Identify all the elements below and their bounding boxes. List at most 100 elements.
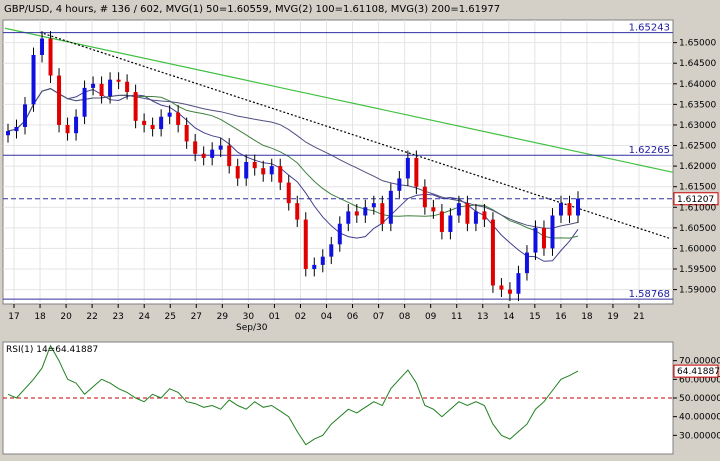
candle-up xyxy=(329,244,334,257)
candle-up xyxy=(320,256,325,265)
candle-down xyxy=(286,182,291,204)
candle-up xyxy=(397,178,402,191)
rsi-panel[interactable] xyxy=(2,341,674,455)
candle-down xyxy=(125,81,130,93)
mvg3-line xyxy=(7,88,579,229)
candle-down xyxy=(414,157,419,187)
x-tick-label: 24 xyxy=(138,312,150,322)
y-tick-label: 1.64500 xyxy=(679,59,716,69)
candle-up xyxy=(108,79,113,97)
y-tick-label: 1.65000 xyxy=(679,39,716,49)
candle-down xyxy=(490,219,495,286)
y-tick-label: 1.62500 xyxy=(679,142,716,152)
candle-up xyxy=(516,273,521,294)
y-tick-label: 1.59500 xyxy=(679,265,716,275)
candle-down xyxy=(235,166,240,179)
x-tick-label: 30 xyxy=(243,312,255,322)
candle-down xyxy=(116,79,121,82)
level-label: 1.65243 xyxy=(629,23,670,34)
mvg3-label: MVG(3) 200=1.61977 xyxy=(391,4,500,15)
candle-up xyxy=(456,203,461,216)
candle-down xyxy=(295,203,300,220)
candle-up xyxy=(40,38,45,55)
rsi-y-tick-label: 40.00000 xyxy=(679,413,720,423)
candle-down xyxy=(507,289,512,294)
x-tick-label: 19 xyxy=(607,312,619,322)
x-tick-label: 14 xyxy=(503,312,515,322)
candle-up xyxy=(31,54,36,105)
y-tick-label: 1.64000 xyxy=(679,80,716,90)
level-label: 1.58768 xyxy=(629,289,670,300)
main-price-panel[interactable] xyxy=(2,19,674,305)
candle-down xyxy=(499,285,504,290)
timeframe-label: 4 hours xyxy=(56,4,94,15)
candle-down xyxy=(99,83,104,97)
candle-up xyxy=(533,227,538,253)
candle-down xyxy=(142,120,147,125)
rsi-indicator: 70.00000 60.00000 50.00000 40.00000 30.00000… xyxy=(3,344,720,446)
rsi-current-box xyxy=(673,364,719,378)
rsi-y-tick-label: 70.00000 xyxy=(679,357,720,367)
candle-down xyxy=(201,153,206,158)
x-tick-label: 27 xyxy=(191,312,202,322)
candle-up xyxy=(210,149,215,158)
candle-down xyxy=(48,38,53,76)
y-tick-label: 1.59000 xyxy=(679,286,716,296)
y-tick-label: 1.63500 xyxy=(679,100,716,110)
candle-up xyxy=(269,166,274,175)
candle-down xyxy=(227,145,232,167)
mvg1-label: MVG(1) 50=1.60559 xyxy=(166,4,269,15)
candle-up xyxy=(346,211,351,224)
x-tick-label: 07 xyxy=(373,312,384,322)
candle-down xyxy=(439,211,444,232)
candle-up xyxy=(405,157,410,179)
rsi-y-tick-label: 30.00000 xyxy=(679,431,720,441)
candle-up xyxy=(244,162,249,179)
candle-down xyxy=(431,207,436,212)
x-tick-label: 15 xyxy=(529,312,540,322)
x-tick-label: 11 xyxy=(451,312,462,322)
x-tick-label: 08 xyxy=(399,312,411,322)
candles xyxy=(6,31,580,302)
x-tick-label: 29 xyxy=(217,312,229,322)
y-tick-label: 1.63000 xyxy=(679,121,716,131)
rsi-y-tick-label: 60.00000 xyxy=(679,375,720,385)
green-trend-line xyxy=(4,27,674,173)
horizontal-levels: 1.65243 1.62265 1.58768 1.61207 xyxy=(3,23,719,300)
x-tick-label: 23 xyxy=(112,312,123,322)
candle-up xyxy=(448,215,453,232)
trend-lines xyxy=(4,27,674,239)
y-tick-label: 1.62000 xyxy=(679,162,716,172)
candle-up xyxy=(371,203,376,208)
y-tick-label: 1.60000 xyxy=(679,244,716,254)
candle-up xyxy=(23,104,28,128)
candle-up xyxy=(14,127,19,132)
x-tick-label: 18 xyxy=(34,312,46,322)
price-axis: 1.65000 1.64500 1.64000 1.63500 1.63000 1.625… xyxy=(673,39,716,296)
y-tick-label: 1.61000 xyxy=(679,203,716,213)
candle-up xyxy=(576,198,580,216)
candle-up xyxy=(218,145,223,150)
candle-up xyxy=(550,215,555,249)
candle-down xyxy=(193,141,198,154)
x-tick-label: 21 xyxy=(633,312,644,322)
candle-down xyxy=(150,124,155,130)
y-tick-label: 1.61500 xyxy=(679,183,716,193)
candle-down xyxy=(567,203,572,216)
candle-down xyxy=(422,186,427,208)
candle-down xyxy=(303,219,308,270)
mvg2-label: MVG(2) 100=1.61108 xyxy=(275,4,384,15)
candle-up xyxy=(82,87,87,117)
candle-down xyxy=(380,203,385,224)
candle-down xyxy=(176,112,181,125)
x-tick-label: 17 xyxy=(8,312,19,322)
x-tick-label: 04 xyxy=(321,312,333,322)
candle-up xyxy=(6,131,10,136)
candle-down xyxy=(541,227,546,249)
rsi-name-label: RSI(1) 14=64.41887 xyxy=(6,345,98,355)
candle-down xyxy=(57,75,62,125)
x-tick-label: 13 xyxy=(477,312,488,322)
rsi-y-tick-label: 50.00000 xyxy=(679,394,720,404)
candle-down xyxy=(65,124,70,134)
candle-down xyxy=(465,203,470,224)
